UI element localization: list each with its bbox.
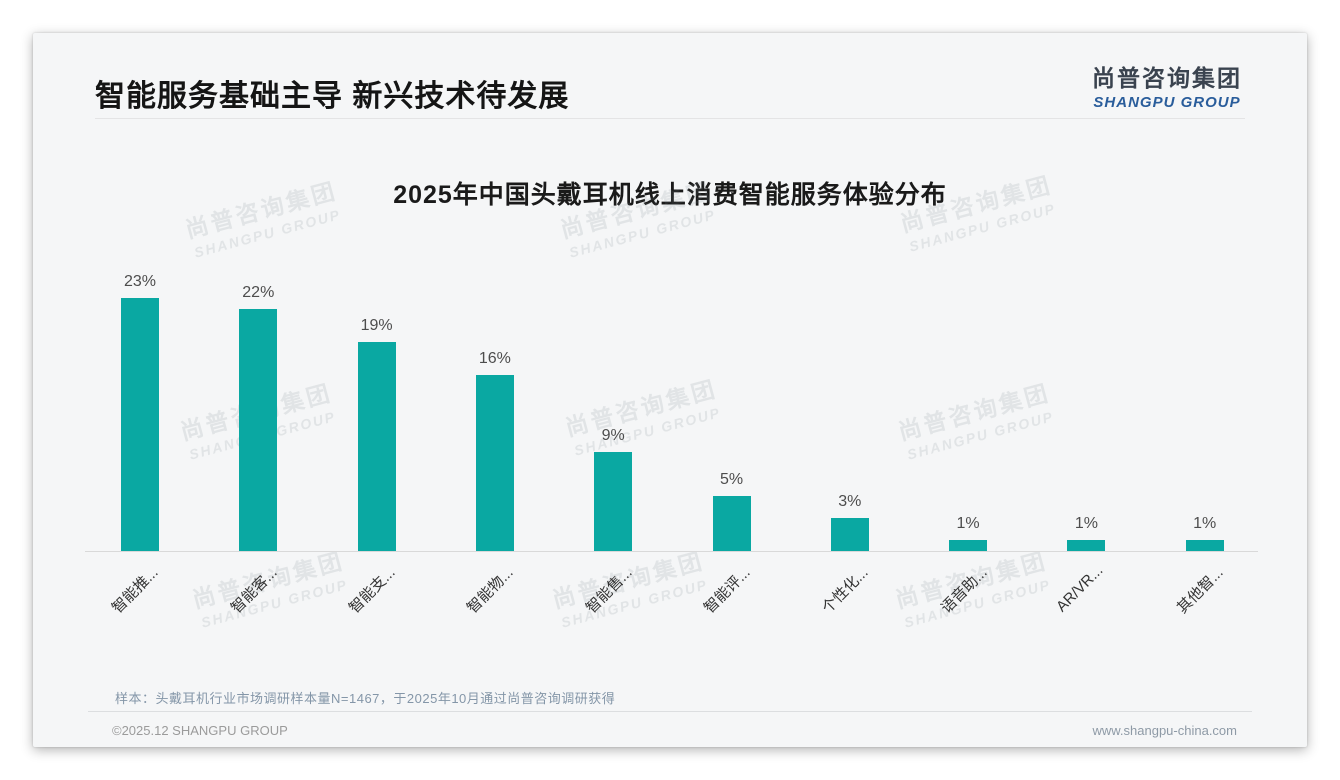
bar-9 (1067, 540, 1106, 551)
bar-value-label: 1% (956, 515, 980, 532)
bar-value-label: 1% (1074, 515, 1098, 532)
bar-7 (830, 518, 869, 551)
bar-chart-plot-area: 智能推... 智能客... 智能支... 智能物... 智能售... 智能评... 个性化.… (85, 259, 1258, 617)
x-tick-label: 语音助... (937, 564, 991, 617)
bar-value-label: 22% (242, 284, 275, 301)
x-tick-label: 智能支... (346, 564, 399, 617)
x-tick-label: AR/VR... (1053, 562, 1107, 616)
bar-5 (594, 452, 633, 551)
watermark-english-text: SHANGPU GROUP (559, 576, 710, 631)
bar-3 (357, 342, 396, 551)
bar-value-label: 5% (719, 471, 744, 488)
bar-1 (121, 298, 159, 551)
bar-value-label: 1% (1193, 515, 1217, 532)
bar-value-label: 16% (478, 350, 511, 367)
watermark-english-text: SHANGPU GROUP (192, 206, 343, 261)
x-tick-label: 其他智... (1174, 564, 1227, 617)
x-tick-label: 智能客... (227, 564, 281, 617)
slide: 智能服务基础主导 新兴技术待发展 尚普咨询集团 SHANGPU GROUP 20… (33, 33, 1307, 747)
footer-website: www.shangpu-china.com (1092, 722, 1237, 738)
bar-4 (475, 375, 514, 551)
bar-6 (712, 496, 751, 551)
header-divider (95, 118, 1245, 119)
bar-10 (1185, 540, 1224, 551)
footer-divider (88, 711, 1252, 712)
x-tick-label: 智能评... (700, 564, 754, 617)
x-tick-label: 智能售... (582, 564, 636, 617)
x-axis-line (85, 551, 1258, 552)
footer: ©2025.12 SHANGPU GROUP www.shangpu-china… (33, 718, 1307, 742)
x-tick-label: 个性化... (819, 564, 872, 617)
bar-value-label: 3% (838, 493, 862, 510)
bar-2 (239, 309, 278, 551)
x-tick-label: 智能推... (109, 564, 163, 617)
sample-note: 样本：头戴耳机行业市场调研样本量N=1467，于2025年10月通过尚普咨询调研… (115, 691, 616, 706)
logo-chinese-text: 尚普咨询集团 (1092, 65, 1242, 91)
logo-english-text: SHANGPU GROUP (1093, 94, 1241, 111)
footer-copyright: ©2025.12 SHANGPU GROUP (112, 722, 288, 738)
bar-value-label: 9% (601, 427, 625, 444)
watermark-english-text: SHANGPU GROUP (567, 206, 718, 261)
bar-value-label: 23% (123, 273, 157, 290)
bar-value-label: 19% (360, 317, 393, 334)
shangpu-logo: 尚普咨询集团 SHANGPU GROUP (1092, 59, 1242, 111)
x-tick-label: 智能物... (464, 564, 518, 617)
bar-8 (949, 540, 988, 551)
chart-title: 2025年中国头戴耳机线上消费智能服务体验分布 (393, 181, 947, 209)
page-title: 智能服务基础主导 新兴技术待发展 (95, 80, 570, 113)
